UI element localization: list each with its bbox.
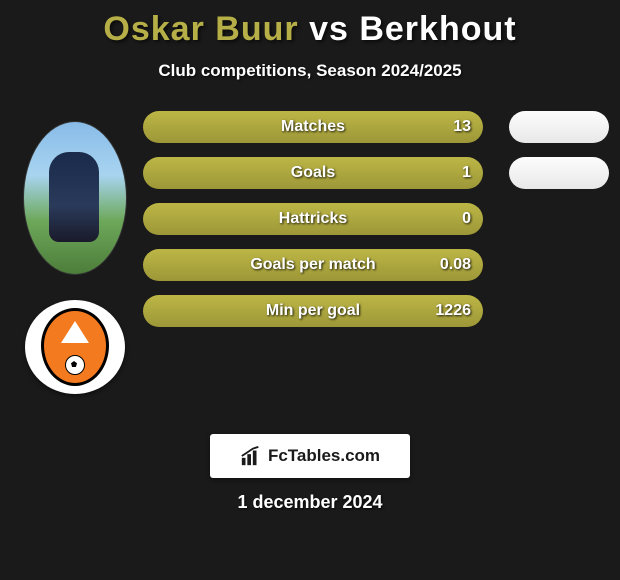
stat-label: Min per goal <box>266 302 360 320</box>
stat-bar-player1: Hattricks 0 <box>143 203 483 235</box>
stat-bar-player1: Goals per match 0.08 <box>143 249 483 281</box>
comparison-title: Oskar Buur vs Berkhout <box>0 10 620 49</box>
stat-value-player1: 1226 <box>435 302 471 320</box>
stat-label: Goals per match <box>250 256 375 274</box>
title-player2: Berkhout <box>359 10 516 48</box>
fc-volendam-badge-icon <box>41 308 109 386</box>
title-vs: vs <box>309 10 349 48</box>
subtitle: Club competitions, Season 2024/2025 <box>0 61 620 81</box>
stat-pill-slot <box>509 157 609 189</box>
stat-value-player1: 0 <box>462 210 471 228</box>
stat-row: Goals per match 0.08 <box>143 249 483 281</box>
stat-pill-slot <box>509 111 609 143</box>
stat-value-player1: 1 <box>462 164 471 182</box>
fctables-logo[interactable]: FcTables.com <box>210 434 410 478</box>
stat-label: Hattricks <box>279 210 347 228</box>
stat-row: Matches 13 <box>143 111 483 143</box>
stat-bar-player1: Min per goal 1226 <box>143 295 483 327</box>
title-player1: Oskar Buur <box>103 10 298 48</box>
stat-bar-player1: Goals 1 <box>143 157 483 189</box>
main-area: Matches 13 Goals 1 Hattricks 0 Goals per match… <box>0 111 620 394</box>
stat-value-player1: 0.08 <box>440 256 471 274</box>
right-pills <box>491 111 609 327</box>
stat-row: Min per goal 1226 <box>143 295 483 327</box>
stat-bar-player2 <box>509 157 609 189</box>
stat-row: Hattricks 0 <box>143 203 483 235</box>
stat-bar-player1: Matches 13 <box>143 111 483 143</box>
stat-label: Goals <box>291 164 335 182</box>
avatars-column <box>15 111 135 394</box>
stat-bars: Matches 13 Goals 1 Hattricks 0 Goals per match… <box>135 111 491 327</box>
stat-value-player1: 13 <box>453 118 471 136</box>
player1-avatar <box>23 121 127 275</box>
player2-club-avatar <box>25 300 125 394</box>
stat-label: Matches <box>281 118 345 136</box>
stat-row: Goals 1 <box>143 157 483 189</box>
logo-text: FcTables.com <box>268 446 380 466</box>
stat-bar-player2 <box>509 111 609 143</box>
chart-icon <box>240 445 262 467</box>
comparison-card: Oskar Buur vs Berkhout Club competitions… <box>0 0 620 580</box>
footer-date: 1 december 2024 <box>0 492 620 513</box>
